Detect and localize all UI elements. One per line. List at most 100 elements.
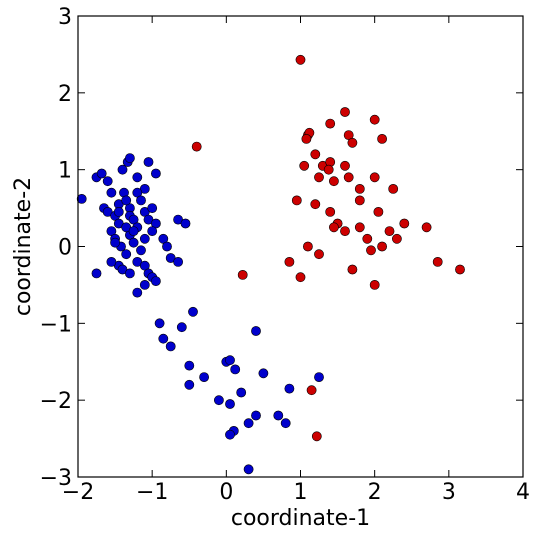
- plot-frame: [77, 15, 524, 478]
- series-1-point: [136, 245, 146, 256]
- series-1-point: [121, 195, 132, 206]
- series-1-point: [199, 372, 209, 382]
- series-2-point: [325, 206, 336, 217]
- series-1-point: [136, 195, 146, 206]
- series-2-point: [295, 54, 306, 65]
- series-2-point: [354, 183, 365, 194]
- series-2-point: [284, 256, 295, 267]
- x-axis-label: coordinate-1: [231, 506, 370, 531]
- series-2-point: [301, 133, 312, 144]
- series-1-point: [128, 226, 139, 236]
- series-1-point: [173, 256, 183, 267]
- series-1-point: [258, 368, 269, 379]
- y-tick-label: 3: [58, 5, 72, 30]
- series-1-point: [236, 387, 247, 398]
- series-2-point: [432, 256, 443, 267]
- series-2-point: [323, 164, 334, 175]
- series-1-point: [124, 268, 135, 279]
- series-1-point: [230, 364, 241, 375]
- series-2-point: [366, 245, 376, 256]
- series-1-point: [76, 193, 87, 204]
- points-layer: [76, 54, 465, 475]
- series-1-point: [147, 203, 158, 213]
- series-2-point: [237, 269, 248, 280]
- series-2-point: [306, 385, 317, 396]
- series-1-point: [314, 372, 324, 382]
- series-2-point: [369, 114, 380, 125]
- series-2-point: [314, 249, 324, 260]
- series-1-point: [132, 287, 143, 298]
- series-1-point: [132, 172, 143, 183]
- series-1-point: [162, 241, 172, 252]
- series-2-point: [299, 160, 310, 171]
- series-2-point: [302, 241, 313, 252]
- series-1-point: [176, 322, 187, 333]
- y-tick-label: 1: [58, 159, 72, 184]
- series-1-point: [243, 464, 254, 475]
- series-1-point: [121, 249, 132, 260]
- series-2-point: [311, 431, 322, 442]
- series-2-point: [384, 226, 395, 236]
- series-1-point: [139, 279, 150, 290]
- series-2-point: [347, 137, 358, 148]
- series-1-point: [91, 268, 102, 279]
- series-2-point: [310, 149, 321, 160]
- series-1-point: [280, 418, 291, 429]
- series-1-point: [150, 168, 161, 179]
- y-tick-label: 2: [58, 82, 72, 107]
- series-1-point: [102, 176, 113, 187]
- series-2-point: [391, 233, 402, 244]
- series-1-point: [154, 318, 165, 329]
- series-1-point: [106, 187, 117, 198]
- series-1-point: [106, 256, 117, 267]
- series-2-point: [310, 199, 321, 210]
- series-1-point: [273, 410, 284, 421]
- series-2-point: [328, 176, 339, 187]
- series-2-point: [369, 172, 380, 183]
- y-tick-label: −3: [40, 466, 72, 491]
- series-1-point: [110, 237, 120, 248]
- series-1-point: [225, 429, 235, 440]
- series-1-point: [225, 355, 235, 366]
- series-1-point: [117, 164, 128, 175]
- series-1-point: [184, 379, 195, 390]
- x-tick-label: 1: [294, 480, 308, 505]
- series-1-point: [143, 157, 154, 167]
- series-2-point: [328, 222, 339, 233]
- series-2-point: [362, 233, 373, 244]
- series-1-point: [150, 276, 161, 286]
- series-2-point: [325, 118, 336, 129]
- series-2-point: [314, 172, 324, 183]
- series-2-point: [377, 241, 387, 252]
- series-2-point: [347, 264, 358, 275]
- series-1-point: [158, 333, 169, 344]
- series-2-point: [295, 272, 306, 283]
- series-1-point: [180, 218, 191, 229]
- series-1-point: [184, 360, 195, 371]
- series-1-point: [213, 395, 224, 406]
- series-2-point: [369, 279, 380, 290]
- y-tick-label: −2: [40, 389, 72, 414]
- series-2-point: [340, 107, 350, 117]
- y-tick-label: 0: [58, 236, 72, 261]
- series-1-point: [96, 168, 107, 179]
- series-2-point: [455, 264, 465, 275]
- series-1-point: [251, 410, 261, 421]
- series-1-point: [128, 237, 139, 248]
- series-1-point: [188, 306, 198, 317]
- series-2-point: [354, 222, 365, 233]
- series-2-point: [388, 183, 399, 194]
- y-tick-label: −1: [40, 312, 72, 337]
- series-1-point: [124, 153, 135, 163]
- series-2-point: [354, 195, 365, 206]
- series-1-point: [225, 399, 235, 409]
- series-1-point: [165, 341, 176, 352]
- x-tick-label: −2: [62, 480, 94, 505]
- x-tick-label: −1: [136, 480, 168, 505]
- x-tick-label: 2: [368, 480, 382, 505]
- series-2-point: [373, 206, 384, 217]
- series-1-point: [243, 418, 254, 429]
